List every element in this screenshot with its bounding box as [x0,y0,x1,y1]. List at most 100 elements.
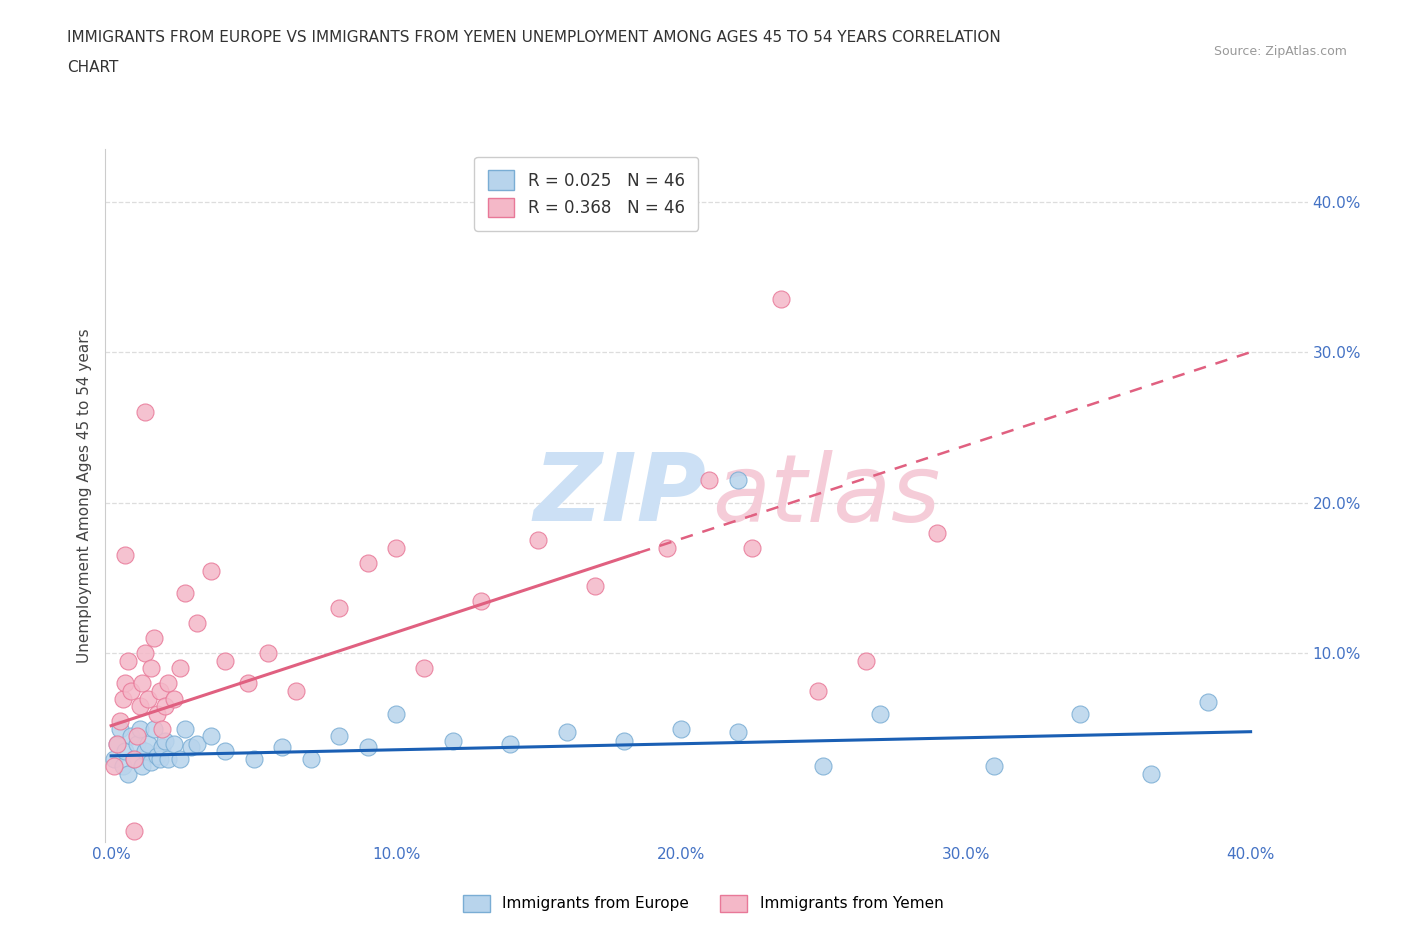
Point [655,540,678,555]
Point [499,737,522,751]
Point [139,754,162,769]
Point [155,698,177,713]
Text: atlas: atlas [713,450,941,540]
Point [148,684,170,698]
Point [813,759,835,774]
Point [741,540,763,555]
Point [114,676,136,691]
Point [769,292,792,307]
Point [214,654,236,669]
Point [271,739,294,754]
Point [1197,694,1219,709]
Text: Source: ZipAtlas.com: Source: ZipAtlas.com [1213,45,1347,58]
Point [869,706,891,721]
Point [727,472,749,487]
Point [134,405,156,419]
Point [152,739,174,754]
Point [328,729,350,744]
Point [111,759,134,774]
Point [299,751,322,766]
Point [114,548,136,563]
Point [174,586,197,601]
Point [131,676,153,691]
Point [169,751,191,766]
Point [527,533,550,548]
Y-axis label: Unemployment Among Ages 45 to 54 years: Unemployment Among Ages 45 to 54 years [77,328,93,662]
Point [169,661,191,676]
Point [727,724,749,739]
Point [117,654,139,669]
Point [148,751,170,766]
Point [145,749,167,764]
Point [120,684,142,698]
Point [108,713,131,728]
Point [155,733,177,748]
Point [356,555,378,570]
Point [163,737,186,751]
Point [122,751,145,766]
Point [385,540,408,555]
Point [142,722,165,737]
Point [105,737,128,751]
Point [136,691,159,706]
Point [1140,766,1163,781]
Text: IMMIGRANTS FROM EUROPE VS IMMIGRANTS FROM YEMEN UNEMPLOYMENT AMONG AGES 45 TO 54: IMMIGRANTS FROM EUROPE VS IMMIGRANTS FRO… [67,30,1001,45]
Point [285,684,308,698]
Point [163,691,186,706]
Legend: Immigrants from Europe, Immigrants from Yemen: Immigrants from Europe, Immigrants from … [457,889,949,918]
Point [927,525,949,540]
Point [186,616,208,631]
Point [145,706,167,721]
Point [385,706,408,721]
Point [128,698,150,713]
Point [174,722,197,737]
Point [413,661,436,676]
Point [157,676,180,691]
Point [108,722,131,737]
Point [470,593,492,608]
Point [139,661,162,676]
Text: CHART: CHART [67,60,120,75]
Point [699,472,721,487]
Point [122,824,145,839]
Point [134,646,156,661]
Point [242,751,264,766]
Point [128,722,150,737]
Point [125,737,148,751]
Point [180,739,202,754]
Point [200,729,222,744]
Point [152,722,174,737]
Point [136,737,159,751]
Point [120,729,142,744]
Point [583,578,606,593]
Point [200,563,222,578]
Point [236,676,259,691]
Point [214,744,236,759]
Point [117,766,139,781]
Point [555,724,578,739]
Point [855,654,877,669]
Point [134,744,156,759]
Point [114,744,136,759]
Point [103,759,125,774]
Point [983,759,1005,774]
Point [807,684,830,698]
Point [186,737,208,751]
Point [328,601,350,616]
Point [256,646,278,661]
Point [441,733,464,748]
Point [356,739,378,754]
Legend: R = 0.025   N = 46, R = 0.368   N = 46: R = 0.025 N = 46, R = 0.368 N = 46 [474,157,699,231]
Point [131,759,153,774]
Text: ZIP: ZIP [534,449,707,541]
Point [103,751,125,766]
Point [142,631,165,645]
Point [613,733,636,748]
Point [669,722,692,737]
Point [125,729,148,744]
Point [157,751,180,766]
Point [105,737,128,751]
Point [1069,706,1091,721]
Point [122,751,145,766]
Point [111,691,134,706]
